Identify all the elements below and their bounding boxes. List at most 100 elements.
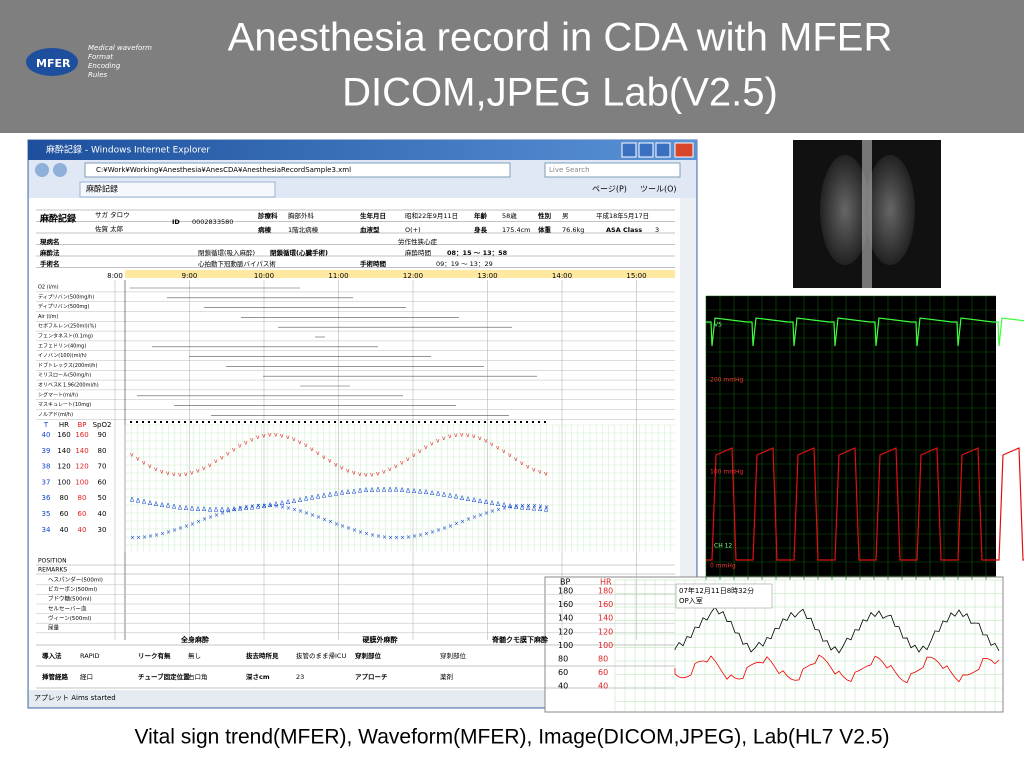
vital-symbol [280,421,282,423]
drug-name: イノバン(100)(ml/h) [38,353,87,359]
table-cell: 抜去時所見 [246,651,279,660]
time-label: 10:00 [254,272,274,280]
vital-symbol: Δ [532,506,537,513]
vital-symbol [262,421,264,423]
vital-symbol: × [136,534,141,541]
minimize-button[interactable] [621,142,637,158]
vital-symbol: × [232,506,237,513]
search-field[interactable] [544,162,681,178]
search-text: Live Search [549,166,590,174]
vital-scale: 100 [75,478,88,486]
vital-symbol: v [274,432,278,439]
record-cell: 胸部外科 [288,211,315,220]
vital-symbol: × [220,510,225,517]
vital-symbol: Δ [316,494,321,501]
vital-symbol: × [262,503,267,510]
waveform-label: CH 12 [714,543,732,550]
table-header: 全身麻酔 [180,635,209,644]
vital-scale: 60 [78,510,87,518]
vital-symbol: Δ [226,506,231,513]
vital-symbol: × [268,503,273,510]
vital-symbol [388,421,390,423]
vital-symbol [520,421,522,423]
vital-symbol: Δ [424,489,429,496]
table-header: 硬膜外麻酔 [363,635,398,644]
vital-header: HR [59,421,69,429]
record-cell: 体重 [538,225,552,234]
drug-name: O2 (l/m) [38,285,59,291]
restore-button[interactable] [655,142,671,158]
vital-symbol: Δ [256,504,261,511]
vital-symbol: Δ [322,492,327,499]
vital-symbol [286,421,288,423]
menu-item[interactable]: ページ(P) [592,185,627,194]
vital-symbol [442,421,444,423]
vital-symbol: × [148,533,153,540]
back-button[interactable] [35,163,49,177]
vital-symbol: × [436,527,441,534]
vital-symbol: × [484,510,489,517]
drug-name: ディプリバン(500mg) [38,303,89,310]
vital-scale: 38 [42,463,51,471]
record-cell: 昭和22年9月11日 [405,211,458,220]
vital-scale: 160 [57,431,70,439]
maximize-button[interactable] [638,142,654,158]
fluid-name: ブドウ糖(500ml) [48,595,92,603]
logo-text: Encoding [88,62,121,70]
vital-symbol: v [154,466,158,473]
vital-symbol [364,421,366,423]
menu-item[interactable]: ツール(O) [640,185,677,194]
vital-symbol: Δ [382,487,387,494]
vital-symbol [166,421,168,423]
xray-lung [820,155,870,265]
vital-symbol [316,421,318,423]
slide-title: DICOM,JPEG Lab(V2.5) [342,71,778,115]
vital-symbol: × [214,512,219,519]
vital-symbol: × [160,531,165,538]
vital-symbol [466,421,468,423]
forward-button[interactable] [53,163,67,177]
table-cell: リーク有無 [138,651,171,660]
vital-symbol [196,421,198,423]
vital-symbol [310,421,312,423]
vital-symbol [538,421,540,423]
vital-symbol [214,421,216,423]
vital-symbol: v [196,468,200,475]
vital-symbol: × [514,503,519,510]
vital-symbol: v [256,434,260,441]
table-cell: 抜管のまま帰ICU [296,651,346,660]
vital-symbol: × [496,506,501,513]
vital-symbol: × [340,523,345,530]
vital-symbol: × [526,503,531,510]
vital-symbol: × [280,504,285,511]
vital-symbol: v [484,438,488,445]
address-field[interactable] [84,162,511,178]
record-cell: 58歳 [502,211,517,220]
vital-symbol: v [460,432,464,439]
drug-name: オリベスK 1.96(200ml/h) [38,383,99,389]
vital-symbol: × [424,531,429,538]
close-button[interactable] [674,142,694,158]
vital-symbol: × [274,503,279,510]
vital-symbol: v [202,465,206,472]
xray-spine [862,140,872,288]
vital-scale: 40 [60,526,69,534]
scrollbar[interactable] [680,198,696,690]
vital-symbol: v [166,470,170,477]
vital-symbol: v [544,470,548,477]
vital-symbol: Δ [352,488,357,495]
waveform-label: 200 mmHg [710,377,744,384]
vital-symbol: Δ [400,487,405,494]
table-cell: アプローチ [355,672,388,681]
tab[interactable] [79,181,276,198]
vital-symbol [424,421,426,423]
vital-symbol: v [472,433,476,440]
record-cell: サガ タロウ [95,210,130,219]
vital-symbol: × [388,534,393,541]
vital-symbol: × [472,514,477,521]
time-label: 12:00 [403,272,423,280]
vital-symbol: Δ [448,493,453,500]
vital-symbol: v [448,433,452,440]
vital-symbol [484,421,486,423]
vital-symbol: Δ [238,506,243,513]
